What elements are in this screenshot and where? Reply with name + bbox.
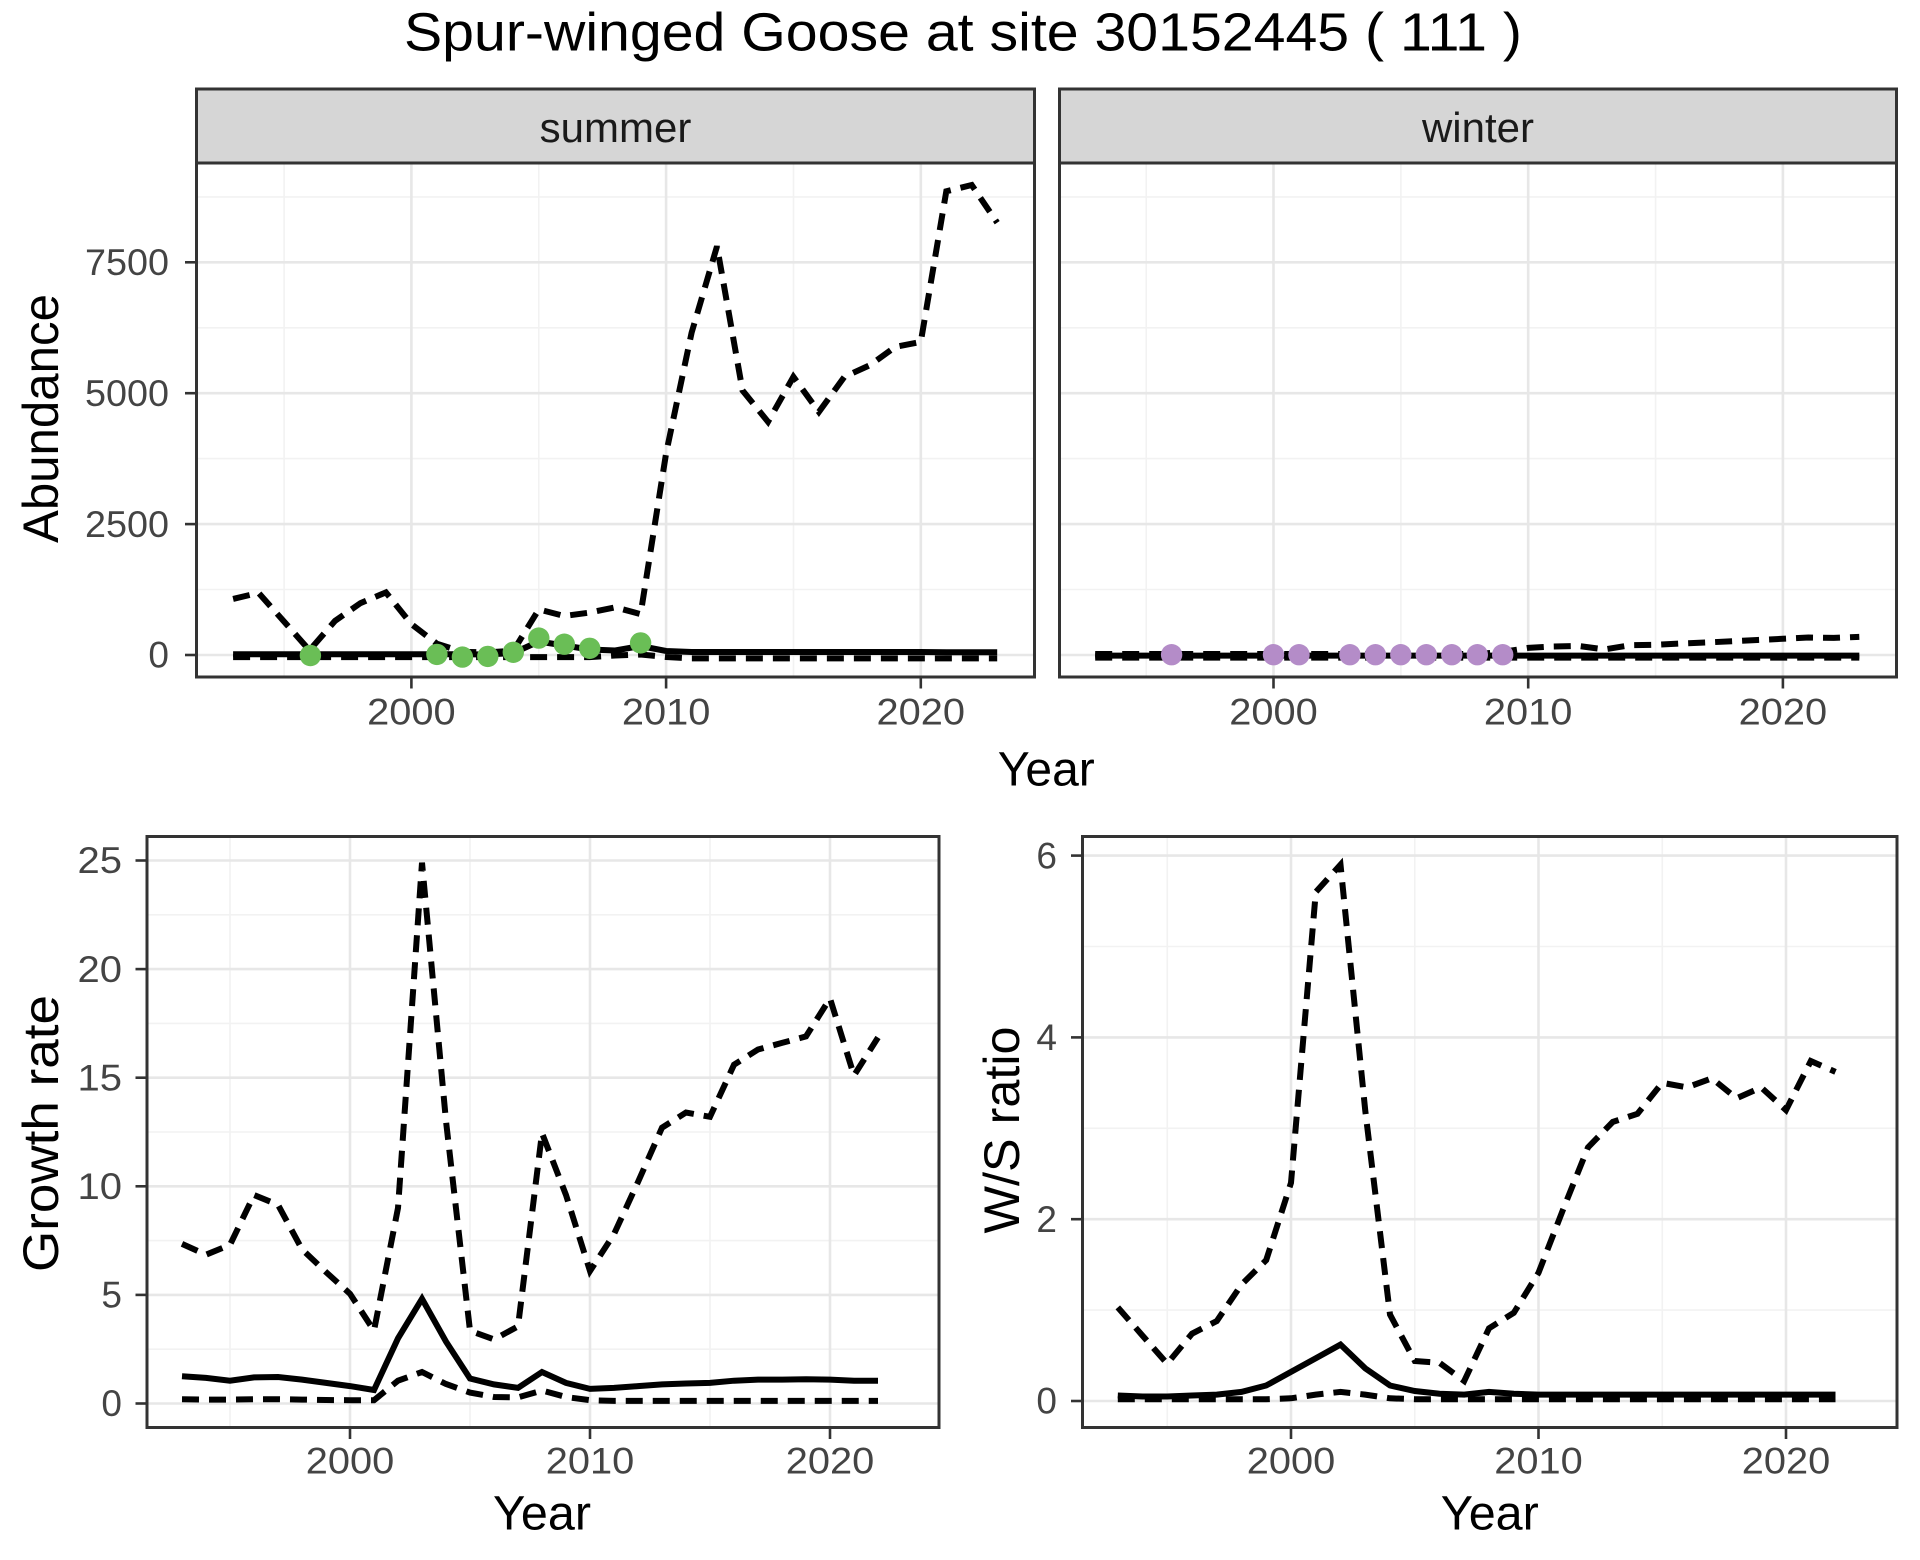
svg-text:Abundance: Abundance [13, 294, 69, 543]
svg-text:5000: 5000 [85, 373, 169, 414]
svg-text:2020: 2020 [1739, 692, 1828, 733]
svg-text:4: 4 [1036, 1017, 1057, 1058]
svg-text:2010: 2010 [546, 1440, 635, 1481]
svg-text:Growth rate: Growth rate [13, 995, 69, 1272]
svg-text:2020: 2020 [1742, 1440, 1831, 1481]
svg-text:0: 0 [1036, 1381, 1057, 1422]
svg-text:2000: 2000 [367, 692, 456, 733]
svg-text:2020: 2020 [786, 1440, 875, 1481]
svg-text:Spur-winged Goose at site 3015: Spur-winged Goose at site 30152445 ( 111… [404, 3, 1522, 63]
svg-text:summer: summer [540, 104, 692, 151]
svg-text:0: 0 [148, 635, 169, 676]
svg-text:25: 25 [78, 840, 123, 881]
svg-text:10: 10 [78, 1166, 123, 1207]
svg-text:winter: winter [1421, 104, 1534, 151]
svg-text:Year: Year [1441, 1488, 1539, 1541]
svg-text:2010: 2010 [1484, 692, 1573, 733]
svg-text:2020: 2020 [877, 692, 966, 733]
svg-text:20: 20 [78, 949, 123, 990]
svg-text:W/S ratio: W/S ratio [974, 1027, 1030, 1234]
svg-text:2000: 2000 [1229, 692, 1318, 733]
svg-text:2500: 2500 [85, 504, 169, 545]
svg-text:2000: 2000 [306, 1440, 395, 1481]
svg-text:2: 2 [1036, 1199, 1057, 1240]
svg-text:0: 0 [101, 1383, 122, 1424]
svg-text:15: 15 [78, 1057, 123, 1098]
svg-text:7500: 7500 [85, 242, 169, 283]
svg-text:6: 6 [1036, 835, 1057, 876]
svg-text:2010: 2010 [622, 692, 711, 733]
svg-text:Year: Year [998, 744, 1095, 797]
svg-text:Year: Year [493, 1488, 591, 1541]
svg-text:5: 5 [101, 1275, 122, 1316]
svg-text:2000: 2000 [1247, 1440, 1336, 1481]
svg-text:2010: 2010 [1494, 1440, 1583, 1481]
